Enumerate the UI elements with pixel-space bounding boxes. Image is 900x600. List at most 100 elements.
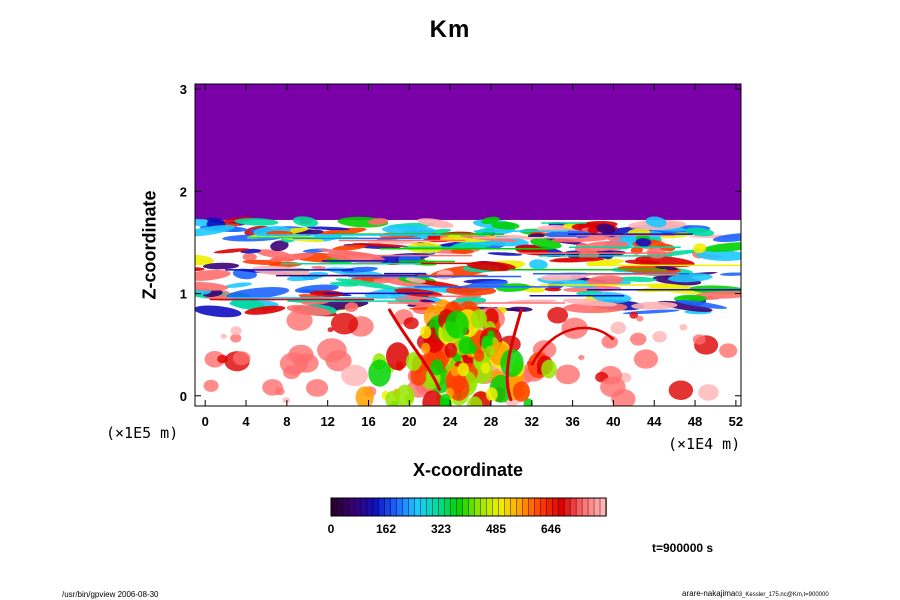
field-plume bbox=[484, 308, 499, 326]
field-blob bbox=[578, 355, 585, 360]
field-blob bbox=[712, 233, 741, 242]
field-blob bbox=[580, 240, 629, 252]
field-blob bbox=[251, 265, 311, 277]
field-plume bbox=[439, 393, 451, 406]
field-blob bbox=[679, 324, 688, 331]
x-tick-label: 12 bbox=[320, 414, 334, 429]
field-blob bbox=[491, 221, 520, 230]
colorbar-cell bbox=[336, 497, 344, 517]
field-blob bbox=[629, 311, 639, 319]
field-plume bbox=[458, 336, 474, 355]
footer-left: /usr/bin/gpview 2006-08-30 bbox=[62, 590, 159, 599]
colorbar-cell bbox=[342, 497, 350, 517]
field-blob bbox=[286, 309, 313, 331]
field-blob bbox=[601, 249, 614, 260]
colorbar-cell bbox=[498, 497, 506, 517]
field-plume bbox=[386, 342, 410, 371]
field-blob bbox=[335, 278, 398, 290]
field-blob bbox=[244, 305, 286, 315]
field-blob bbox=[631, 301, 678, 310]
colorbar-cell bbox=[390, 497, 398, 517]
plot-frame bbox=[194, 83, 742, 407]
field-blob bbox=[226, 287, 290, 300]
field-blob bbox=[286, 272, 329, 282]
colorbar-cell bbox=[348, 497, 356, 517]
field-blob bbox=[544, 287, 562, 292]
colorbar-cell bbox=[557, 497, 565, 517]
field-blob bbox=[630, 332, 647, 346]
field-blob bbox=[695, 291, 741, 299]
field-plume bbox=[385, 391, 400, 406]
field-plume bbox=[355, 386, 374, 406]
time-label: t=900000 s bbox=[652, 541, 714, 555]
colorbar-cell bbox=[516, 497, 524, 517]
field-plume bbox=[457, 362, 470, 377]
y-tick-label: 2 bbox=[180, 184, 187, 199]
field-plume bbox=[485, 345, 495, 357]
colorbar-cell bbox=[540, 497, 547, 517]
field-blob bbox=[647, 283, 705, 294]
y-axis-unit: (×1E5 m) bbox=[106, 424, 179, 442]
colorbar-cell bbox=[354, 497, 362, 517]
field-blob bbox=[195, 305, 242, 318]
field-blob bbox=[203, 379, 219, 392]
colorbar-cell bbox=[593, 497, 601, 517]
x-tick-label: 32 bbox=[525, 414, 539, 429]
x-tick-label: 0 bbox=[202, 414, 209, 429]
field-blob bbox=[692, 334, 706, 345]
x-tick-label: 20 bbox=[402, 414, 416, 429]
field-plume bbox=[541, 359, 557, 379]
x-tick-label: 36 bbox=[565, 414, 579, 429]
colorbar-cell bbox=[486, 497, 494, 517]
x-axis: 0 4 8 12 16 20 24 28 32 36 40 44 48 52 bbox=[202, 84, 743, 429]
colorbar-cell bbox=[450, 497, 458, 517]
field-blob bbox=[618, 276, 658, 282]
field-blob bbox=[547, 306, 568, 324]
field-blob bbox=[230, 298, 265, 310]
upper-layer bbox=[195, 84, 741, 220]
colorbar-cell bbox=[492, 497, 500, 517]
plume-arm bbox=[505, 308, 524, 402]
colorbar-cell bbox=[563, 497, 571, 517]
field-blob bbox=[549, 257, 605, 263]
colorbar-cell bbox=[522, 497, 529, 517]
colorbar-cell bbox=[510, 497, 518, 517]
colorbar-cell bbox=[480, 497, 488, 517]
field-blob bbox=[487, 252, 523, 256]
field-blob bbox=[481, 216, 500, 224]
field-blob bbox=[220, 333, 227, 339]
colorbar-cell bbox=[474, 497, 482, 517]
x-tick-label: 48 bbox=[688, 414, 702, 429]
field-plume bbox=[404, 393, 414, 405]
field-blob bbox=[610, 321, 627, 335]
chart-title: Km bbox=[429, 16, 471, 43]
field-blob bbox=[562, 298, 618, 307]
field-blob bbox=[719, 343, 738, 358]
field-blob bbox=[529, 259, 548, 270]
field-blob bbox=[330, 312, 359, 335]
field-blob bbox=[702, 242, 741, 252]
y-axis-label: Z-coordinate bbox=[139, 190, 160, 300]
field-blob bbox=[234, 218, 279, 226]
field-blob bbox=[555, 364, 580, 385]
colorbar-frame bbox=[330, 497, 607, 517]
field-blob bbox=[527, 233, 545, 239]
colorbar-cell bbox=[432, 497, 440, 517]
colorbar-cell bbox=[569, 497, 577, 517]
field-blob bbox=[636, 315, 644, 322]
field-blob bbox=[367, 218, 389, 226]
field-plume bbox=[368, 359, 391, 387]
field-plume bbox=[444, 342, 458, 358]
colorbar-cell bbox=[551, 497, 559, 517]
x-tick-label: 28 bbox=[484, 414, 498, 429]
field-blob bbox=[675, 299, 728, 309]
x-tick-label: 44 bbox=[647, 414, 662, 429]
x-tick-label: 40 bbox=[606, 414, 620, 429]
colorbar-cell bbox=[462, 497, 470, 517]
field-blob bbox=[698, 384, 719, 401]
colorbar-cell bbox=[396, 497, 404, 517]
colorbar-cell bbox=[402, 497, 410, 517]
x-tick-label: 24 bbox=[443, 414, 458, 429]
footer-file: 03_Kessler_175.nc@Km,t=900000 bbox=[735, 592, 829, 598]
